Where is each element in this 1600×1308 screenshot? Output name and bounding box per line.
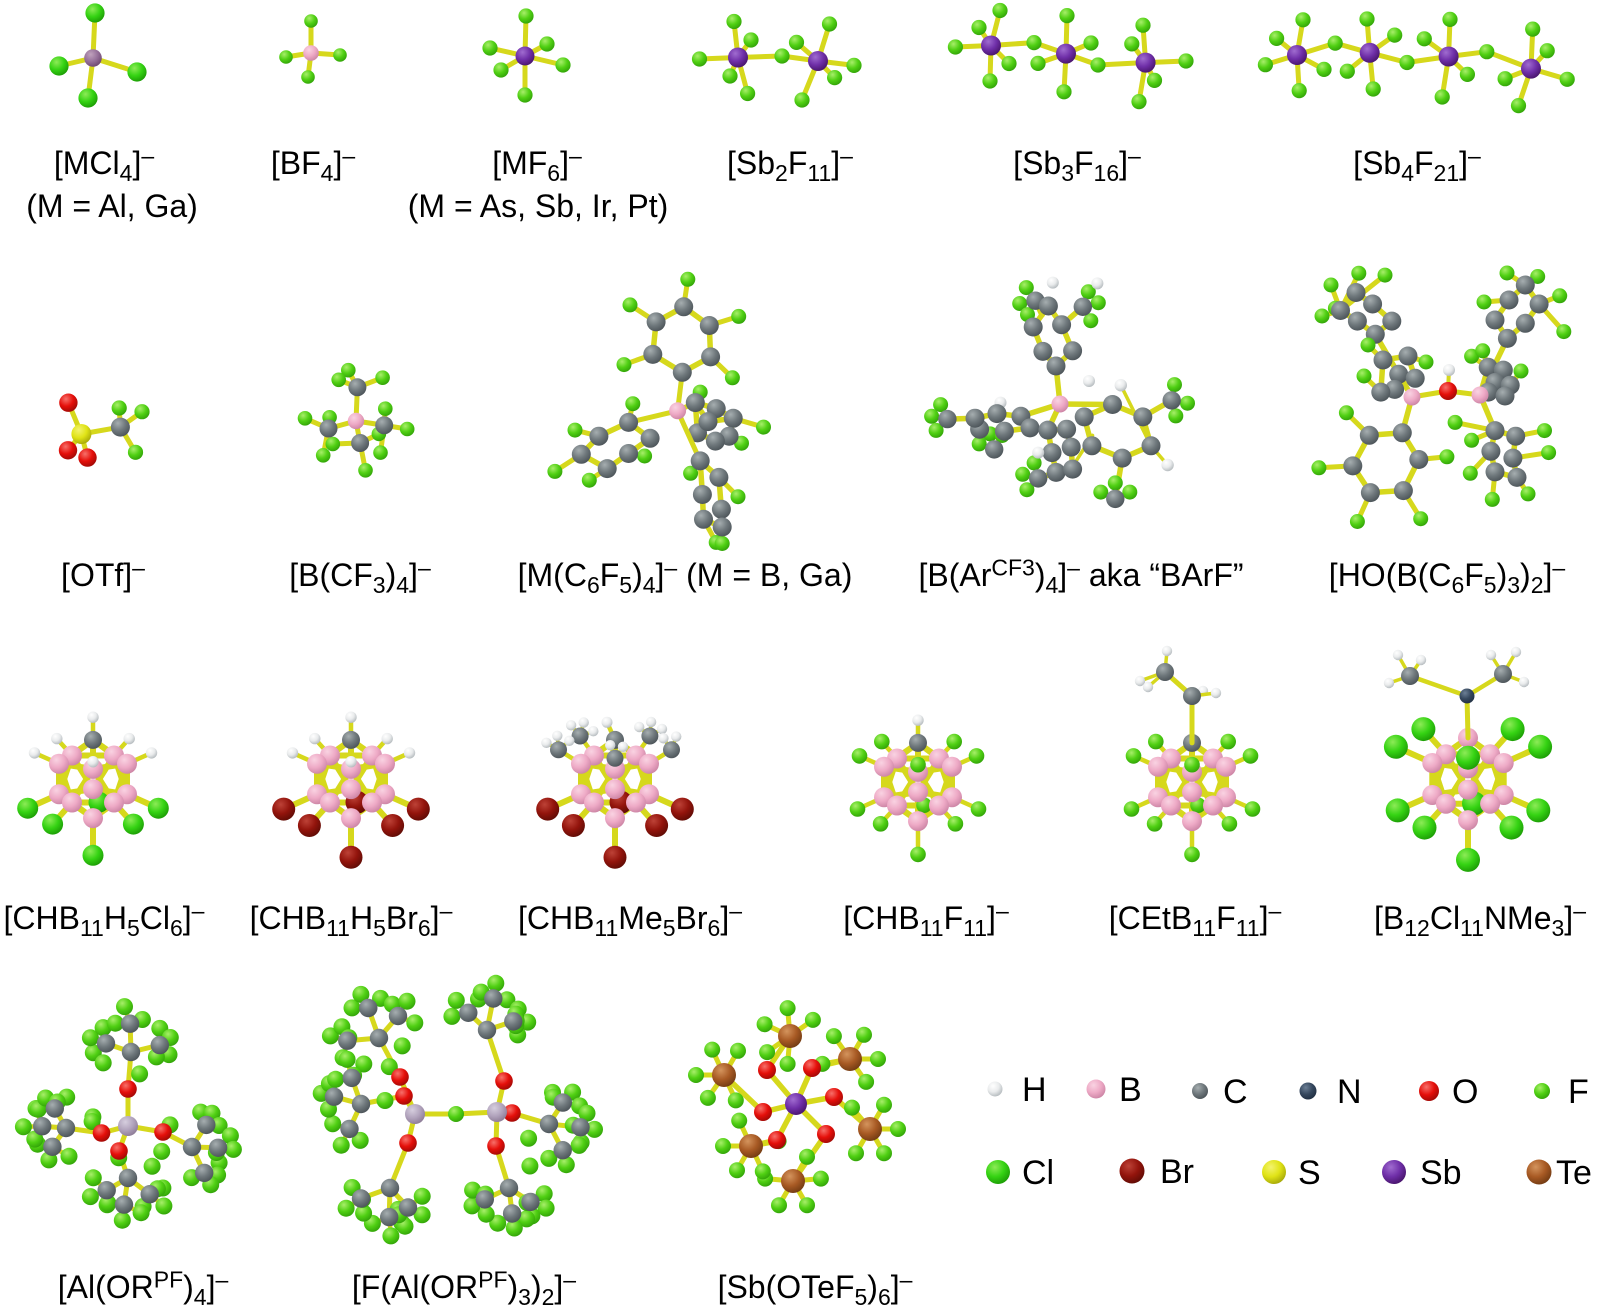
svg-text:C: C	[1223, 1073, 1248, 1111]
svg-text:H: H	[1022, 1071, 1047, 1109]
svg-text:[CHB11H5Br6]–: [CHB11H5Br6]–	[250, 897, 453, 941]
svg-text:Cl: Cl	[1022, 1154, 1054, 1192]
svg-text:Te: Te	[1556, 1154, 1592, 1192]
svg-text:[Sb3F16]–: [Sb3F16]–	[1013, 142, 1141, 186]
svg-text:F: F	[1568, 1073, 1589, 1111]
svg-text:[Sb2F11]–: [Sb2F11]–	[727, 142, 853, 186]
svg-text:[Sb4F21]–: [Sb4F21]–	[1353, 142, 1481, 186]
svg-text:[BF4]–: [BF4]–	[271, 142, 355, 186]
svg-text:(M = As, Sb, Ir, Pt): (M = As, Sb, Ir, Pt)	[408, 188, 669, 224]
svg-text:[B(CF3)4]–: [B(CF3)4]–	[289, 554, 431, 598]
svg-text:[HO(B(C6F5)3)2]–: [HO(B(C6F5)3)2]–	[1329, 554, 1566, 598]
svg-text:[M(C6F5)4]– (M = B, Ga): [M(C6F5)4]– (M = B, Ga)	[518, 554, 853, 598]
svg-text:S: S	[1298, 1154, 1321, 1192]
svg-text:O: O	[1452, 1073, 1478, 1111]
svg-text:N: N	[1337, 1073, 1362, 1111]
svg-text:[Al(ORPF)4]–: [Al(ORPF)4]–	[58, 1266, 229, 1308]
svg-text:[MCl4]–: [MCl4]–	[54, 142, 154, 186]
svg-text:[OTf]–: [OTf]–	[61, 554, 145, 593]
svg-text:[F(Al(ORPF)3)2]–: [F(Al(ORPF)3)2]–	[352, 1266, 576, 1308]
svg-text:B: B	[1119, 1071, 1142, 1109]
svg-text:[CHB11F11]–: [CHB11F11]–	[843, 897, 1009, 941]
svg-text:[CHB11H5Cl6]–: [CHB11H5Cl6]–	[4, 897, 205, 941]
svg-text:[Sb(OTeF5)6]–: [Sb(OTeF5)6]–	[718, 1266, 913, 1308]
svg-text:[B12Cl11NMe3]–: [B12Cl11NMe3]–	[1374, 897, 1586, 941]
svg-text:[CEtB11F11]–: [CEtB11F11]–	[1109, 897, 1282, 941]
svg-text:[MF6]–: [MF6]–	[492, 142, 582, 186]
svg-text:[B(ArCF3)4]– aka “BArF”: [B(ArCF3)4]– aka “BArF”	[918, 554, 1243, 598]
svg-text:(M = Al, Ga): (M = Al, Ga)	[26, 188, 198, 224]
svg-text:[CHB11Me5Br6]–: [CHB11Me5Br6]–	[518, 897, 742, 941]
svg-text:Sb: Sb	[1420, 1154, 1462, 1192]
svg-text:Br: Br	[1160, 1153, 1194, 1191]
